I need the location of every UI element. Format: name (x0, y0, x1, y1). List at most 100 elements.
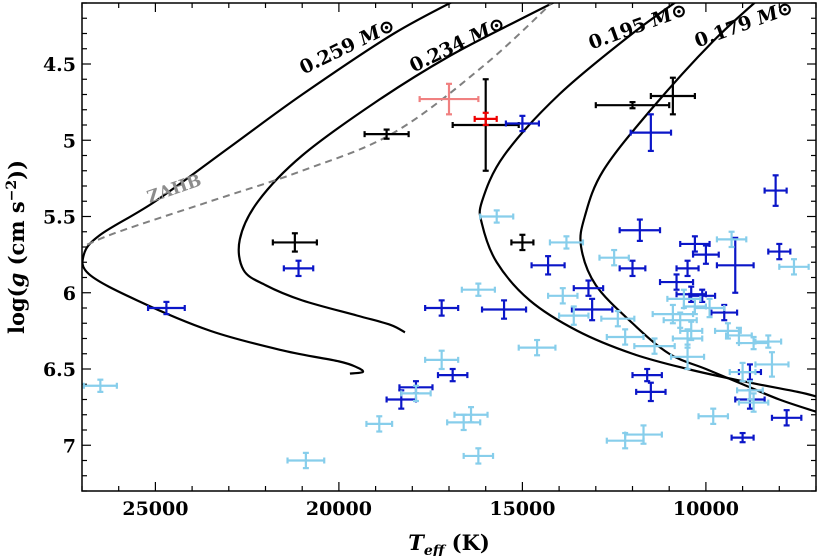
x-tick-label: 10000 (673, 498, 739, 520)
axis-ticks (81, 2, 817, 492)
x-tick-label: 20000 (306, 498, 372, 520)
data-point (662, 311, 698, 329)
data-point (778, 258, 810, 276)
data-point (631, 367, 663, 383)
data-point (697, 407, 730, 425)
data-point (436, 367, 469, 383)
curve-labels: 0.259 M⊙ 0.234 M⊙ 0.195 M⊙ 0.179 M⊙ ZAHB (145, 0, 797, 208)
data-point (530, 255, 566, 276)
data-point (770, 409, 803, 427)
data-point (480, 299, 528, 320)
data-point (688, 288, 717, 303)
data-point (557, 305, 590, 326)
x-axis-title-main: T (408, 530, 425, 555)
data-point (679, 320, 704, 342)
track-0.234 (237, 3, 555, 334)
data-point (462, 447, 495, 465)
data-point (453, 406, 489, 424)
data-point (460, 282, 496, 297)
data-point (754, 334, 783, 349)
data-point (510, 233, 535, 252)
data-point (713, 322, 742, 340)
data-point (146, 300, 186, 316)
x-tick-label: 15000 (489, 498, 555, 520)
x-axis-title: Teff (K) (408, 530, 490, 556)
data-point (737, 392, 770, 413)
data-point (633, 337, 676, 355)
data-point (400, 384, 432, 403)
data-point (365, 415, 394, 433)
data-point (504, 114, 541, 133)
data-point (594, 101, 671, 110)
data-point (424, 299, 460, 317)
y-tick-label: 7 (63, 435, 76, 457)
evolutionary-tracks (82, 3, 816, 413)
y-axis-title-post: )) (4, 160, 29, 180)
y-axis-title-sup: −2 (4, 180, 20, 201)
data-point (546, 287, 579, 305)
y-axis-title-g: g (4, 273, 29, 288)
data-point (693, 297, 726, 319)
plot-frame (81, 2, 817, 492)
zahb-line (82, 3, 554, 248)
data-point (715, 236, 755, 294)
y-tick-label: 5 (63, 130, 76, 152)
data-point (679, 235, 711, 253)
data-point (271, 232, 318, 253)
data-point (598, 248, 630, 267)
data-point (669, 343, 706, 371)
data-point (767, 242, 792, 261)
data-point (572, 279, 605, 297)
data-point (517, 338, 557, 357)
data-point (635, 381, 667, 403)
data-point (754, 351, 790, 378)
data-point (737, 335, 770, 351)
data-point (600, 309, 636, 328)
data-point (691, 244, 720, 265)
y-axis-title-pre: log( (4, 287, 29, 334)
track-label-0.179: 0.179 M⊙ (692, 0, 796, 52)
x-axis-title-sub: eff (424, 543, 447, 556)
y-tick-label: 5.5 (43, 207, 76, 229)
data-point (618, 218, 662, 242)
data-point (671, 328, 704, 349)
data-point (82, 378, 118, 393)
track-label-0.195: 0.195 M⊙ (586, 0, 690, 54)
data-point (282, 259, 315, 278)
x-axis-title-unit: (K) (444, 530, 489, 555)
data-point (735, 380, 764, 401)
data-point (605, 328, 645, 346)
data-point (286, 451, 326, 470)
data-point (570, 297, 614, 322)
data-point (624, 424, 663, 445)
y-tick-label: 6.5 (43, 359, 76, 381)
data-points (82, 76, 810, 470)
data-point (446, 413, 482, 432)
y-tick-label: 4.5 (43, 54, 76, 76)
data-point (730, 431, 755, 444)
data-point (715, 230, 748, 249)
y-tick-label: 6 (63, 283, 76, 305)
data-point (424, 349, 460, 371)
track-0.179 (579, 3, 816, 413)
data-point (629, 113, 673, 153)
data-point (649, 76, 696, 116)
track-label-0.259: 0.259 M⊙ (296, 14, 398, 79)
data-point (363, 128, 410, 140)
data-point (618, 259, 647, 278)
zahb-label: ZAHB (145, 171, 204, 208)
data-point (418, 82, 480, 116)
data-point (473, 111, 498, 127)
data-point (675, 259, 700, 278)
y-axis-title-unit: (cm s (4, 201, 29, 272)
track-0.259 (82, 3, 453, 375)
tick-labels: 25000 20000 15000 10000 4.5 5 5.5 6 6.5 7 (43, 54, 739, 520)
data-point (479, 209, 515, 224)
data-point (548, 235, 585, 250)
data-point (728, 361, 757, 383)
data-point (658, 273, 695, 291)
data-point (763, 174, 788, 207)
x-tick-label: 25000 (122, 498, 188, 520)
y-axis-title: log(g (cm s−2)) (4, 160, 29, 334)
